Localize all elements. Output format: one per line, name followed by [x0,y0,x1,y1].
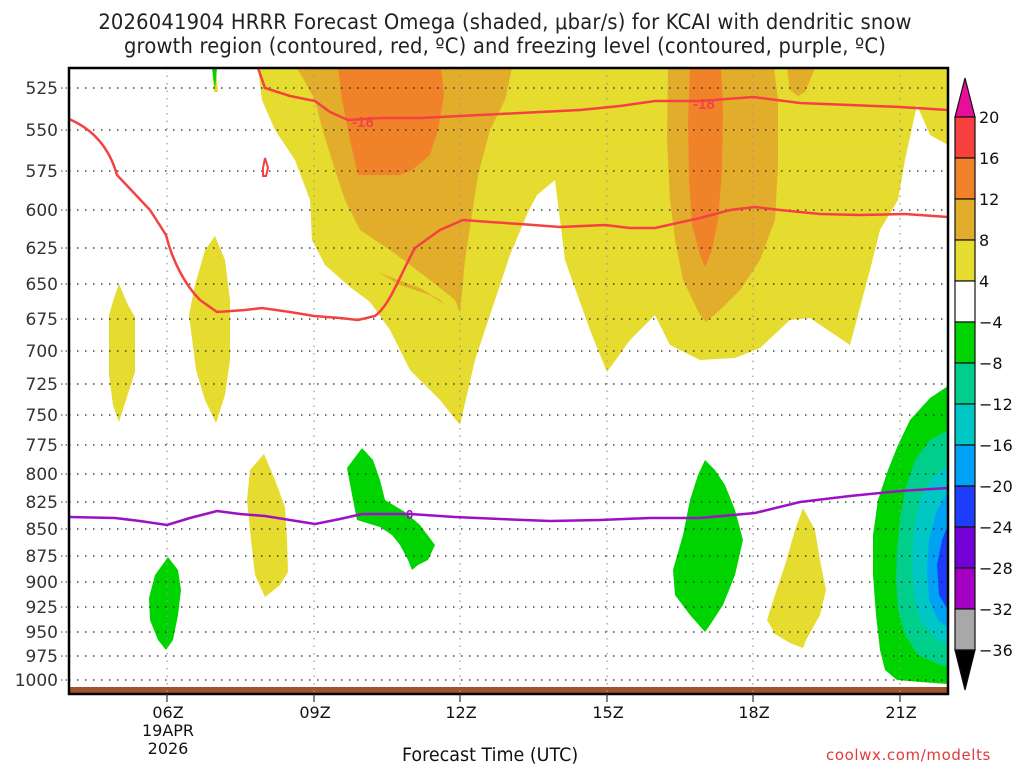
x-tick-label: 18Z [738,703,769,722]
contour-freezing-level [69,486,948,527]
y-tick-label: 750 [26,406,58,426]
ground-surface [69,687,948,694]
y-tick-label: 1000 [15,671,58,691]
chart-title-line-2: growth region (contoured, red, ºC) and f… [123,34,887,58]
x-tick-label: 06Z [152,703,183,722]
x-tick-label: 15Z [592,703,623,722]
contour-lines: -18 -18 0 [69,68,948,527]
omega-shading [69,68,948,694]
y-tick-label: 625 [26,239,58,259]
omega-region-4-8-cell [109,284,135,422]
colorbar-label: −28 [979,559,1013,578]
colorbar-label: 12 [979,190,999,209]
omega-region-8-12 [787,68,815,96]
y-tick-label: 825 [26,493,58,513]
y-tick-label: 650 [26,275,58,295]
contour-small-loop [262,157,270,177]
contour-dendritic-lower [69,117,948,322]
contour-label-dendritic: -18 [352,114,374,131]
omega-region-neg4-neg8-cell [212,68,217,90]
colorbar-swatch [954,239,976,282]
colorbar-swatch [954,608,976,651]
colorbar-swatch [954,485,976,528]
x-tick-label: 12Z [445,703,476,722]
colorbar-label: 20 [979,108,999,127]
x-tick-sublabel: 19APR [142,721,194,740]
x-tick-label: 21Z [885,703,916,722]
y-tick-label: 925 [26,598,58,618]
omega-region-4-8-cell [767,508,826,648]
colorbar-label: −8 [979,354,1003,373]
colorbar-swatch [954,444,976,487]
y-axis: 525 550 575 600 625 650 675 700 725 750 775 800 825 8… [15,79,69,691]
colorbar-arrow-top [954,77,976,118]
plot-frame [67,66,950,696]
y-tick-label: 700 [26,342,58,362]
y-tick-label: 800 [26,465,58,485]
y-tick-label: 525 [26,79,58,99]
colorbar-label: −36 [979,641,1013,660]
y-tick-label: 775 [26,436,58,456]
colorbar-swatch [954,362,976,405]
y-tick-label: 950 [26,623,58,643]
colorbar-swatch [954,157,976,200]
y-tick-label: 900 [26,573,58,593]
colorbar-swatch [954,116,976,159]
y-tick-label: 875 [26,547,58,567]
omega-region-4-8-cell [189,236,230,423]
y-tick-label: 550 [26,121,58,141]
colorbar-swatch [954,321,976,364]
omega-region-4-8-cell [247,454,288,597]
colorbar-swatch [954,403,976,446]
omega-region-neg20-neg24 [937,525,948,610]
chart-title-line-1: 2026041904 HRRR Forecast Omega (shaded, … [98,10,912,34]
y-tick-label: 975 [26,647,58,667]
colorbar-label: −4 [979,313,1003,332]
colorbar-label: −20 [979,477,1013,496]
colorbar-swatch [954,526,976,569]
colorbar-label: −12 [979,395,1013,414]
credit-link[interactable]: coolwx.com/modelts [826,746,991,764]
y-tick-label: 850 [26,520,58,540]
colorbar-arrow-bottom [954,649,976,691]
colorbar-label: −32 [979,600,1013,619]
colorbar-label: −16 [979,436,1013,455]
x-tick-label: 09Z [299,703,330,722]
x-tick-sublabel: 2026 [148,739,189,758]
omega-region-12-16 [338,68,444,175]
contour-label-freezing: 0 [406,507,413,522]
colorbar-label: 16 [979,149,999,168]
colorbar-swatch [954,280,976,323]
y-tick-label: 675 [26,310,58,330]
colorbar-swatch [954,567,976,610]
x-axis-title: Forecast Time (UTC) [402,744,579,766]
y-tick-label: 600 [26,201,58,221]
colorbar-label: 4 [979,272,989,291]
omega-region-neg4-neg8-cell [673,460,743,632]
contour-label-dendritic: -18 [693,96,715,113]
contour-dendritic-upper [256,68,948,122]
y-tick-label: 575 [26,162,58,182]
colorbar-label: 8 [979,231,989,250]
y-tick-label: 725 [26,375,58,395]
omega-region-12-16 [688,68,723,267]
colorbar-label: −24 [979,518,1013,537]
omega-region-neg4-neg8-cell [149,557,181,650]
omega-region-neg4-neg8-cell [347,448,435,570]
omega-region-8-12 [378,272,445,305]
colorbar-swatch [954,198,976,241]
colorbar: 20 16 12 8 4 −4 −8 −12 −16 −20 −24 −28 −32 −36 [954,77,1013,691]
